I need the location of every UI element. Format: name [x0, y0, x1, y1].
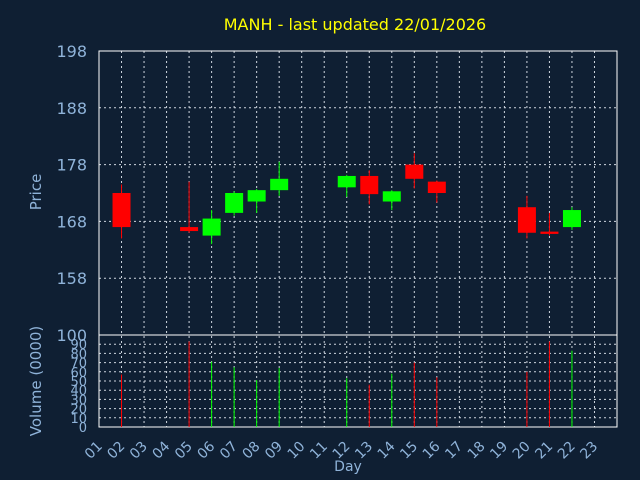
- x-tick-label: 09: [262, 439, 286, 463]
- candle-body: [180, 227, 199, 232]
- x-tick-label: 22: [555, 439, 579, 463]
- x-tick-label: 06: [195, 438, 219, 462]
- candle: [112, 184, 131, 239]
- x-tick-label: 23: [577, 439, 601, 463]
- volume-tick-label: 30: [70, 393, 87, 408]
- candle-body: [562, 210, 581, 228]
- candle-body: [382, 191, 401, 202]
- candle-body: [202, 218, 221, 236]
- volume-panel-border: [98, 334, 618, 428]
- volume-tick-label: 20: [70, 403, 87, 418]
- x-tick-label: 11: [307, 439, 331, 463]
- volume-tick-label: 0: [79, 421, 87, 436]
- x-tick-label: 01: [82, 439, 106, 463]
- volume-tick-label: 10: [70, 412, 87, 427]
- volume-tick-label: 50: [70, 375, 87, 390]
- price-axis: 198 188 178 168 158: [56, 42, 87, 288]
- candle-body: [225, 193, 244, 213]
- candle-body: [337, 175, 356, 188]
- x-tick-label: 21: [532, 439, 556, 463]
- volume-tick-label: 70: [70, 357, 87, 372]
- candle: [337, 174, 356, 197]
- candle-body: [427, 181, 446, 193]
- candle: [180, 181, 199, 233]
- x-tick-label: 14: [375, 438, 399, 462]
- x-tick-label: 08: [240, 439, 264, 463]
- candle-body: [517, 207, 536, 233]
- candles: [112, 153, 581, 245]
- price-tick-label: 168: [56, 212, 87, 231]
- candle: [202, 210, 221, 245]
- volume-tick-label: 90: [70, 338, 87, 353]
- candle-body: [405, 164, 424, 179]
- candle: [247, 189, 266, 213]
- candle-body: [540, 231, 559, 234]
- price-panel-border: [98, 50, 618, 336]
- x-tick-label: 05: [172, 439, 196, 463]
- x-tick-label: 03: [127, 439, 151, 463]
- volume-axis-label: Volume (0000): [27, 326, 45, 436]
- grid-layer: [99, 51, 617, 427]
- x-tick-label: 04: [149, 438, 173, 462]
- volume-bars: [121, 341, 573, 427]
- candle-body: [247, 190, 266, 202]
- candle: [382, 190, 401, 211]
- plot-frame: [98, 50, 618, 428]
- candle: [405, 153, 424, 189]
- x-tick-label: 10: [285, 439, 309, 463]
- candle: [517, 195, 536, 239]
- candle: [270, 161, 289, 196]
- candle-body: [112, 193, 131, 228]
- price-tick-label: 198: [56, 42, 87, 61]
- candle-body: [270, 178, 289, 191]
- chart-title: MANH - last updated 22/01/2026: [224, 15, 486, 34]
- candle-body: [360, 175, 379, 195]
- volume-tick-label: 100: [56, 326, 87, 345]
- price-tick-label: 178: [56, 156, 87, 175]
- candle: [540, 212, 559, 236]
- x-tick-label: 19: [487, 439, 511, 463]
- candle: [360, 170, 379, 205]
- x-tick-label: 17: [442, 439, 466, 463]
- x-tick-label: 02: [104, 439, 128, 463]
- candle: [427, 180, 446, 203]
- candle: [562, 207, 581, 230]
- volume-tick-label: 80: [70, 347, 87, 362]
- x-tick-label: 20: [510, 439, 534, 463]
- x-tick-label: 07: [217, 439, 241, 463]
- price-tick-label: 158: [56, 269, 87, 288]
- volume-tick-label: 40: [70, 384, 87, 399]
- volume-tick-label: 60: [70, 366, 87, 381]
- price-tick-label: 188: [56, 99, 87, 118]
- x-tick-label: 18: [465, 439, 489, 463]
- x-tick-label: 15: [397, 439, 421, 463]
- candle: [225, 191, 244, 216]
- x-tick-label: 16: [420, 438, 444, 462]
- x-axis-label: Day: [334, 459, 362, 475]
- price-axis-label: Price: [27, 174, 45, 211]
